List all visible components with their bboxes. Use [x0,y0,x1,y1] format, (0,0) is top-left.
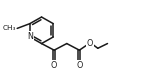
Text: CH₃: CH₃ [2,25,16,31]
Text: O: O [76,61,83,70]
Text: N: N [27,32,33,41]
Text: O: O [86,39,93,48]
Text: O: O [51,61,57,70]
